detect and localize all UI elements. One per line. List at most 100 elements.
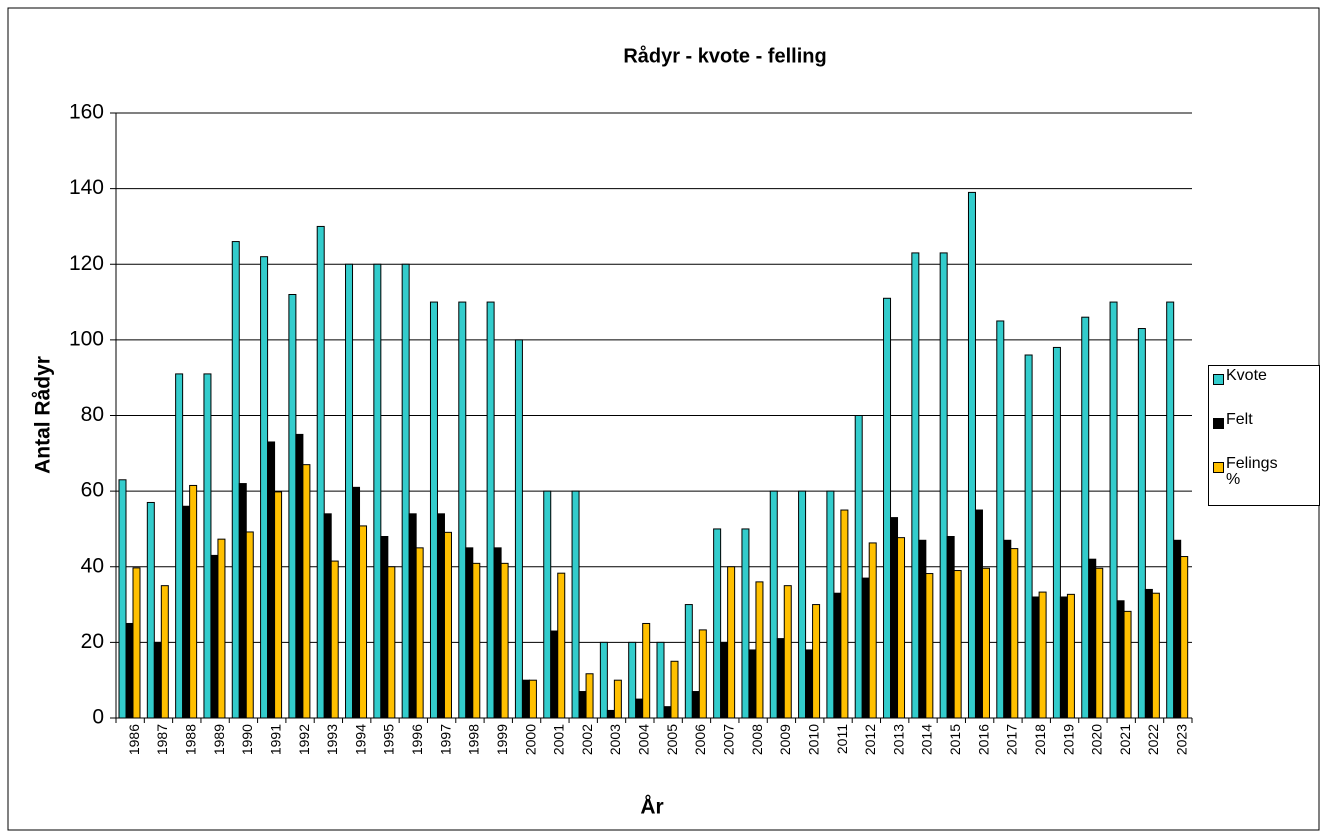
y-tick-label: 120 [69, 252, 104, 275]
bar [429, 301, 438, 719]
legend-label: Felt [1226, 411, 1253, 428]
bar [330, 560, 339, 719]
y-tick-label: 40 [81, 554, 104, 577]
x-tick-label: 1993 [324, 724, 340, 755]
bar [840, 509, 849, 719]
bar [387, 566, 396, 719]
bar [599, 641, 608, 719]
bar [741, 528, 750, 719]
bar [316, 225, 325, 719]
bar [911, 252, 920, 719]
bar [748, 649, 757, 719]
legend-swatch [1213, 462, 1224, 473]
bar [182, 505, 191, 719]
bar [288, 294, 297, 719]
bar [691, 691, 700, 719]
bar [628, 641, 637, 719]
x-tick-label: 1986 [126, 724, 142, 755]
bar [918, 539, 927, 719]
bar [613, 679, 622, 719]
x-tick-label: 1999 [494, 724, 510, 755]
bar [153, 641, 162, 719]
bar [578, 691, 587, 719]
bar [776, 638, 785, 719]
bar [528, 679, 537, 719]
x-tick-label: 2013 [890, 724, 906, 755]
bar [160, 585, 169, 719]
x-tick-label: 2005 [664, 724, 680, 755]
bar [493, 547, 502, 719]
x-tick-label: 2007 [720, 724, 736, 755]
x-tick-label: 2020 [1089, 724, 1105, 755]
bar [1066, 593, 1075, 719]
bar [783, 585, 792, 719]
x-tick-label: 2006 [692, 724, 708, 755]
bar [458, 301, 467, 719]
bar [295, 433, 304, 719]
bar [974, 509, 983, 719]
bar [755, 581, 764, 719]
x-tick-label: 2014 [919, 724, 935, 755]
bar [868, 542, 877, 719]
bar [267, 441, 276, 719]
bar [359, 525, 368, 719]
bar [1123, 610, 1132, 719]
legend-swatch [1213, 418, 1224, 429]
x-tick-label: 1988 [182, 724, 198, 755]
x-tick-label: 1989 [211, 724, 227, 755]
bar [571, 490, 580, 719]
bar [1081, 316, 1090, 719]
bar [401, 263, 410, 719]
bar [720, 641, 729, 719]
bar [854, 415, 863, 719]
bar [833, 592, 842, 719]
bar [663, 706, 672, 719]
legend-label: Felings % [1226, 455, 1278, 488]
legend-item: Felings % [1213, 456, 1315, 500]
bar [302, 464, 311, 719]
x-tick-label: 2010 [805, 724, 821, 755]
bar [606, 709, 615, 719]
bar [1031, 596, 1040, 719]
x-tick-label: 1991 [267, 724, 283, 755]
bar [1038, 591, 1047, 719]
legend-label: Kvote [1226, 367, 1267, 384]
x-tick-label: 2018 [1032, 724, 1048, 755]
bar [210, 554, 219, 719]
bar [1173, 539, 1182, 719]
bar [550, 630, 559, 719]
bar [274, 491, 283, 719]
bar [260, 256, 269, 719]
bar [698, 629, 707, 719]
x-tick-label: 2012 [862, 724, 878, 755]
x-tick-label: 1990 [239, 724, 255, 755]
bar [967, 191, 976, 719]
bar [486, 301, 495, 719]
bar [118, 479, 127, 719]
bar [146, 501, 155, 719]
bar [408, 513, 417, 719]
x-tick-label: 2016 [975, 724, 991, 755]
bar [826, 490, 835, 719]
bar [1095, 567, 1104, 719]
bar [890, 517, 899, 719]
legend-item: Felt [1213, 412, 1315, 456]
bar [727, 566, 736, 719]
bar [769, 490, 778, 719]
legend-swatch [1213, 374, 1224, 385]
bar [996, 320, 1005, 719]
bar [1010, 548, 1019, 719]
bar [670, 660, 679, 719]
bar [203, 373, 212, 719]
bar [373, 263, 382, 719]
bar [1059, 596, 1068, 719]
bar [217, 538, 226, 719]
bar [415, 547, 424, 719]
bar [557, 572, 566, 719]
y-tick-label: 60 [81, 479, 104, 502]
bar [323, 513, 332, 719]
x-tick-label: 1992 [296, 724, 312, 755]
bar [1116, 600, 1125, 719]
